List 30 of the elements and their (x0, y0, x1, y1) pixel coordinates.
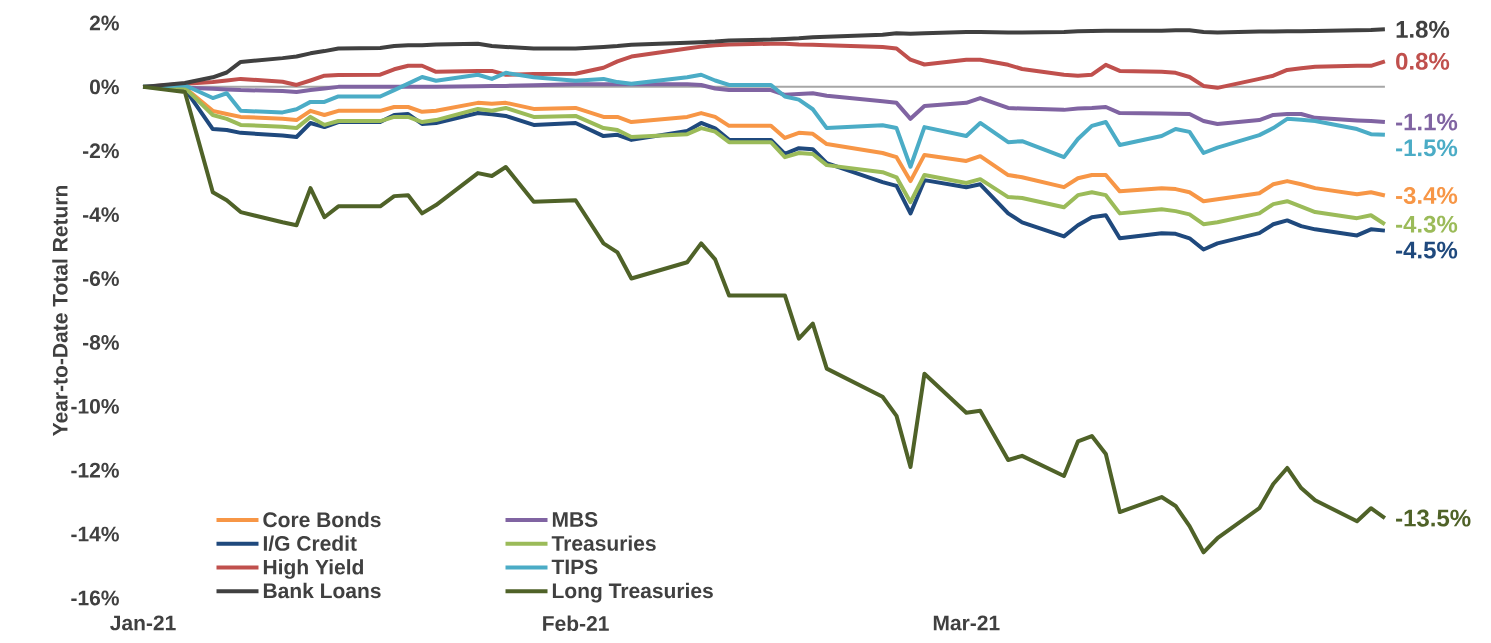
data-label: -1.5% (1396, 139, 1458, 157)
x-tick-label: Mar-21 (933, 615, 1000, 631)
y-tick-label: -12% (71, 462, 119, 478)
y-tick-label: 0% (89, 79, 119, 95)
legend-label: TIPS (551, 559, 598, 575)
data-label: -13.5% (1396, 509, 1471, 527)
legend-label: MBS (552, 512, 598, 527)
y-tick-label: -16% (71, 590, 119, 606)
legend-label: Long Treasuries (552, 582, 713, 603)
x-tick-label: Jan-21 (110, 615, 176, 631)
legend-label: I/G Credit (263, 535, 357, 552)
y-tick-label: -14% (71, 526, 119, 542)
data-label: 0.8% (1396, 52, 1450, 70)
data-label: -3.4% (1396, 186, 1458, 204)
data-label: -4.3% (1396, 215, 1458, 233)
y-axis-title: Year-to-Date Total Return (52, 185, 68, 436)
y-tick-label: -8% (82, 335, 119, 350)
data-label: -1.1% (1396, 113, 1458, 131)
y-tick-label: -10% (71, 398, 119, 414)
data-label: 1.8% (1396, 20, 1450, 38)
y-tick-label: 2% (89, 15, 119, 31)
legend-label: Core Bonds (263, 511, 381, 528)
legend-label: High Yield (263, 559, 364, 579)
x-tick-label: Feb-21 (543, 615, 609, 631)
y-tick-label: -4% (82, 207, 119, 223)
legend-label: Treasuries (551, 535, 656, 551)
y-tick-label: -2% (82, 143, 119, 159)
y-tick-label: -6% (82, 271, 119, 286)
data-label: -4.5% (1396, 241, 1458, 259)
legend-label: Bank Loans (263, 582, 381, 599)
